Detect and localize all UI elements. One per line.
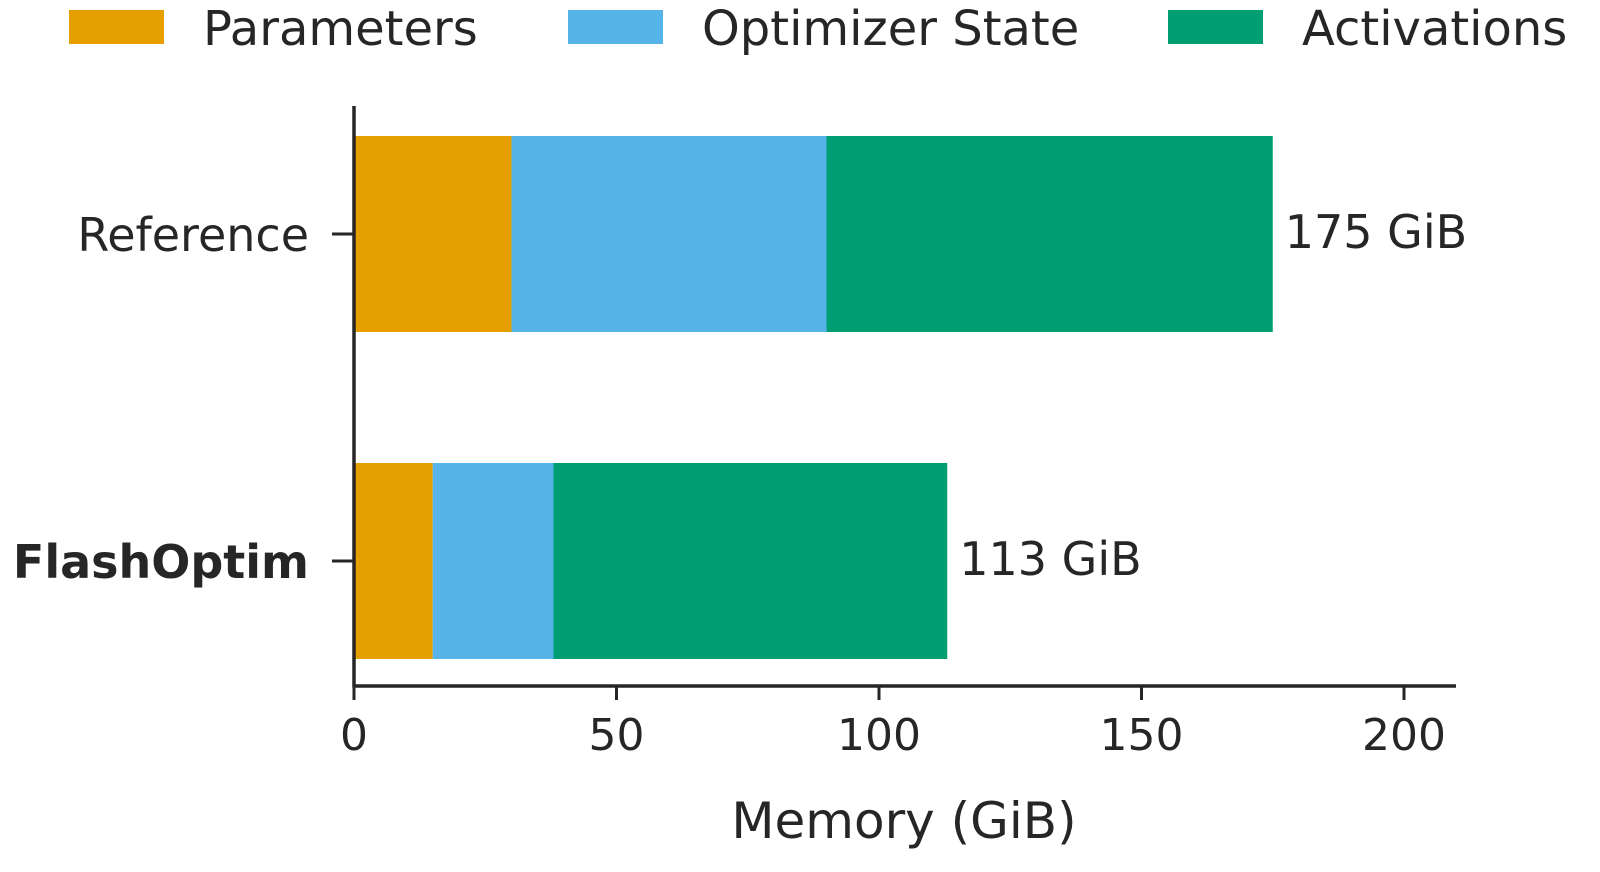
bar-flashoptim-optimizer-state [432,463,554,659]
bar-total-label: 175 GiB [1285,205,1467,259]
bar-total-label: 113 GiB [959,532,1141,586]
legend-swatch-parameters [69,10,164,44]
bar-reference-parameters [354,136,512,332]
label-group: 175 GiB 113 GiB [959,205,1467,586]
y-tick-label: FlashOptim [13,535,309,589]
x-axis-label: Memory (GiB) [731,792,1076,850]
bar-reference-optimizer-state [511,136,827,332]
bar-reference-activations [826,136,1273,332]
legend-label-activations: Activations [1302,1,1567,57]
x-tick-label: 200 [1362,710,1446,761]
x-tick-label: 50 [589,710,645,761]
legend-label-parameters: Parameters [203,1,478,57]
legend-swatch-optimizer-state [568,10,663,44]
legend: Parameters Optimizer State Activations [69,1,1567,57]
x-tick-label: 150 [1100,710,1184,761]
bar-flashoptim-activations [553,463,948,659]
bar-group [354,136,1273,659]
x-tick-label: 0 [340,710,368,761]
axes: 0 50 100 150 200 Reference FlashOptim [13,106,1456,761]
legend-swatch-activations [1168,10,1263,44]
legend-label-optimizer-state: Optimizer State [702,1,1079,57]
bar-flashoptim-parameters [354,463,433,659]
x-tick-label: 100 [837,710,921,761]
y-tick-label: Reference [77,208,309,262]
